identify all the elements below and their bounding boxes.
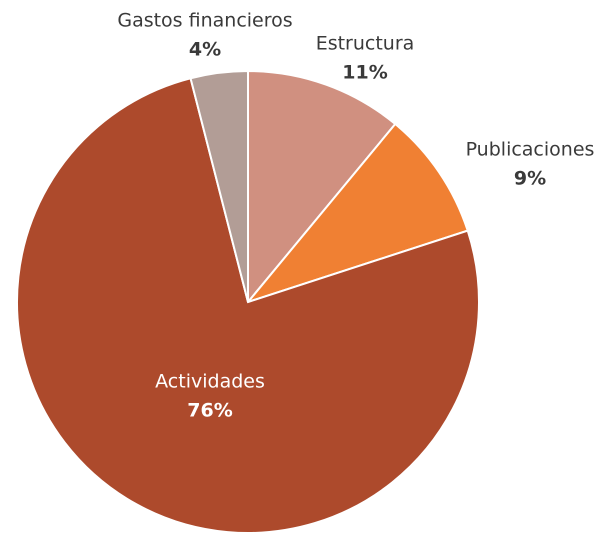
slice-value-label: 4% (189, 39, 221, 61)
pie-slice (247, 69, 397, 305)
pie-slice (189, 69, 249, 303)
slice-label: Estructura (316, 33, 415, 55)
slice-value-label: 9% (514, 168, 546, 190)
slice-label: Actividades (155, 371, 265, 393)
slice-label: Publicaciones (466, 139, 595, 161)
pie-slice (245, 122, 469, 305)
slice-label: Gastos financieros (117, 10, 292, 32)
slice-value-label: 76% (187, 400, 232, 422)
slice-value-label: 11% (342, 62, 387, 84)
pie-slice (16, 77, 480, 533)
